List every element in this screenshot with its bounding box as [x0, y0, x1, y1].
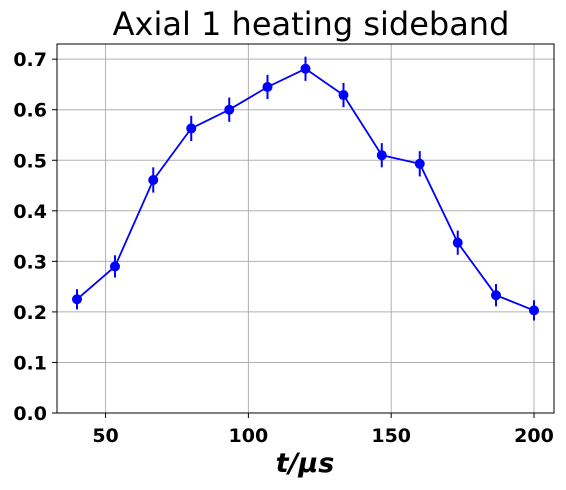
data-point [414, 158, 425, 169]
data-point [529, 305, 540, 316]
data-point [491, 290, 502, 301]
data-point [300, 63, 311, 74]
data-point [186, 123, 197, 134]
x-axis-label: t/μs [276, 448, 335, 479]
data-point [262, 81, 273, 92]
data-point [71, 294, 82, 305]
data-point [376, 150, 387, 161]
data-point [338, 90, 349, 101]
y-tick-label: 0.0 [13, 403, 47, 425]
y-tick-label: 0.2 [13, 302, 47, 324]
x-tick-label: 100 [229, 425, 269, 447]
y-tick-label: 0.6 [13, 100, 47, 122]
y-tick-label: 0.3 [13, 251, 47, 273]
series-line [76, 67, 535, 312]
data-point [148, 174, 159, 185]
chart-title: Axial 1 heating sideband [113, 5, 510, 43]
y-tick-label: 0.4 [13, 201, 47, 223]
data-point [224, 104, 235, 115]
plot-area: 50 100 150 200 0.0 0.1 0.2 0.3 0.4 0.5 0.6 0.7 [13, 43, 555, 447]
x-tick-label: 200 [514, 425, 554, 447]
data-point [452, 237, 463, 248]
y-tick-label: 0.7 [13, 49, 47, 71]
x-tick-label: 150 [371, 425, 411, 447]
data-point [109, 261, 120, 272]
y-tick-label: 0.5 [13, 150, 47, 172]
y-tick-label: 0.1 [13, 352, 47, 374]
x-tick-label: 50 [92, 425, 118, 447]
axes-frame [56, 43, 555, 414]
